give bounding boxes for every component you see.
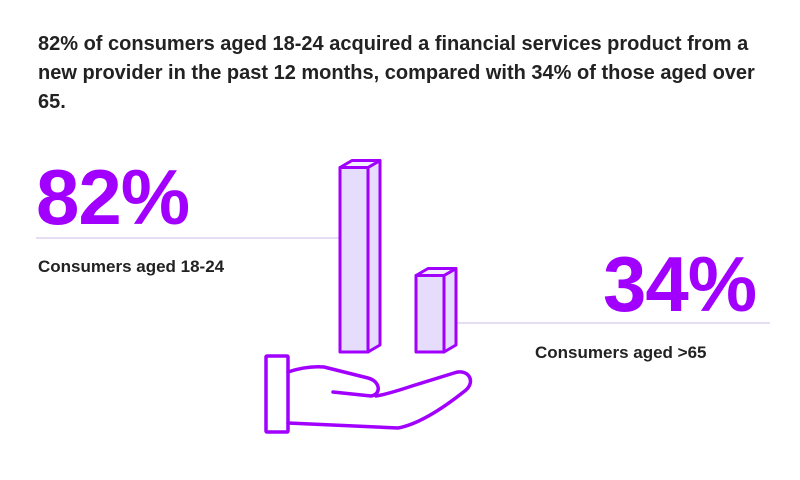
divider-line-18-24 (36, 237, 350, 239)
stat-value-18-24: 82% (36, 153, 190, 241)
bar-18-24 (338, 159, 382, 354)
bars-group (338, 159, 458, 354)
stat-label-over-65: Consumers aged >65 (535, 343, 707, 362)
stat-label-18-24: Consumers aged 18-24 (38, 257, 225, 276)
divider-line-over-65 (455, 322, 770, 324)
stat-value-over-65: 34% (603, 240, 757, 328)
bar-over-65 (414, 267, 458, 354)
open-hand-icon (264, 354, 473, 434)
headline: 82% of consumers aged 18-24 acquired a f… (38, 33, 755, 113)
